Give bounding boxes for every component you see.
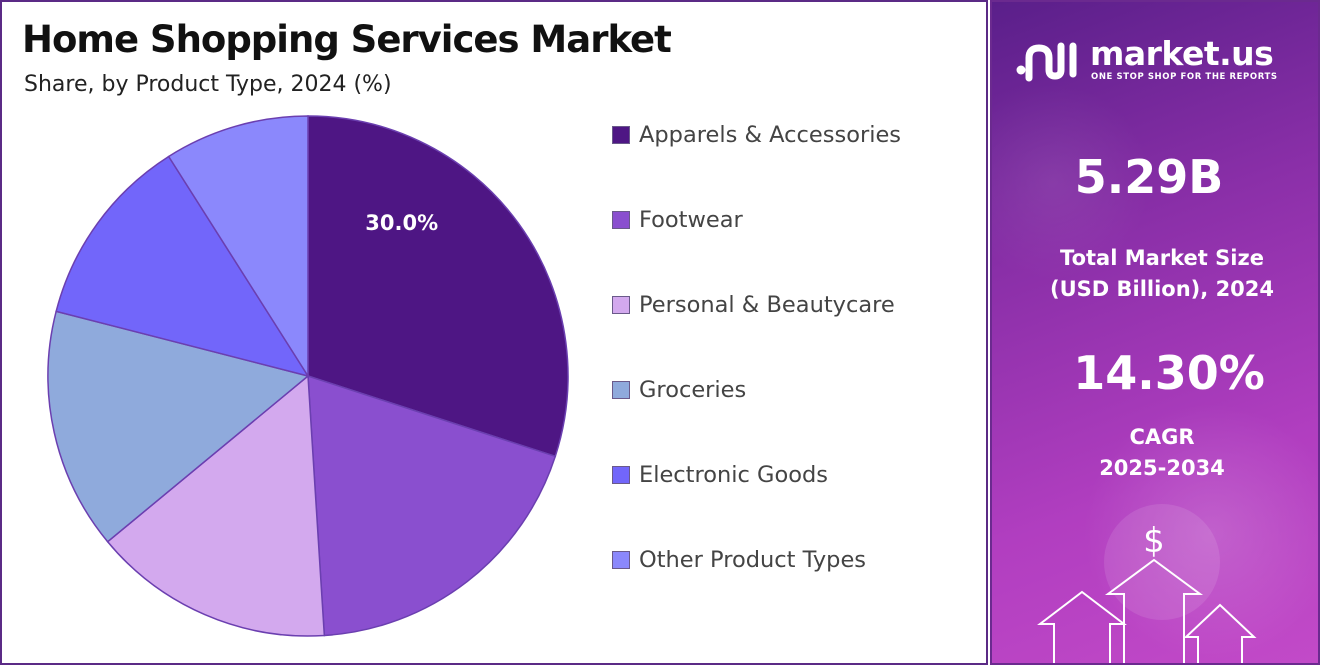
legend-label: Electronic Goods [639,462,829,488]
chart-subtitle: Share, by Product Type, 2024 (%) [24,72,392,97]
legend-swatch [612,126,630,144]
up-arrow-icon [1104,558,1204,663]
cagr-label-line1: CAGR [1129,425,1195,449]
legend-label: Footwear [639,207,743,233]
cagr-value: 14.30% [1073,346,1265,400]
growth-arrows-icon: $ [1037,504,1257,663]
legend-item: Footwear [612,205,743,235]
up-arrow-icon [1037,590,1127,663]
market-us-logo-icon [1016,42,1077,82]
background-glow [992,82,1152,282]
legend-item: Personal & Beautycare [612,290,895,320]
legend-item: Groceries [612,375,746,405]
brand-name: market.us [1090,34,1274,73]
legend-item: Apparels & Accessories [612,120,901,150]
pie-slice [307,374,557,637]
pie-chart: 30.0% [47,115,569,637]
background-glow [1082,402,1318,662]
legend-label: Apparels & Accessories [639,122,902,148]
pie-slice [167,115,309,379]
stats-panel: market.us ONE STOP SHOP FOR THE REPORTS … [990,0,1320,665]
chart-panel: Home Shopping Services Market Share, by … [0,0,988,665]
legend-item: Electronic Goods [612,460,828,490]
chart-title: Home Shopping Services Market [22,18,672,61]
legend-item: Other Product Types [612,545,866,575]
brand-tagline: ONE STOP SHOP FOR THE REPORTS [1091,72,1278,82]
pie-slice [106,374,326,637]
legend-swatch [612,381,630,399]
legend-swatch [612,296,630,314]
market-size-label-line1: Total Market Size [1060,246,1264,270]
pie-slice [55,155,310,378]
market-size-label-line2: (USD Billion), 2024 [1049,277,1275,301]
dollar-sign-icon: $ [1143,521,1165,561]
up-arrow-icon [1183,603,1257,663]
legend-label: Other Product Types [639,547,867,573]
cagr-label: CAGR 2025-2034 [997,422,1318,484]
legend-swatch [612,466,630,484]
pie-data-label: 30.0% [365,211,438,235]
legend-swatch [612,551,630,569]
pie-slice [307,115,569,458]
legend-label: Groceries [639,377,747,403]
market-size-value: 5.29B [1074,150,1224,204]
legend-label: Personal & Beautycare [639,292,895,318]
legend-swatch [612,211,630,229]
cagr-label-line2: 2025-2034 [1099,456,1225,480]
pie-slice [47,310,310,543]
market-size-label: Total Market Size (USD Billion), 2024 [997,243,1318,305]
